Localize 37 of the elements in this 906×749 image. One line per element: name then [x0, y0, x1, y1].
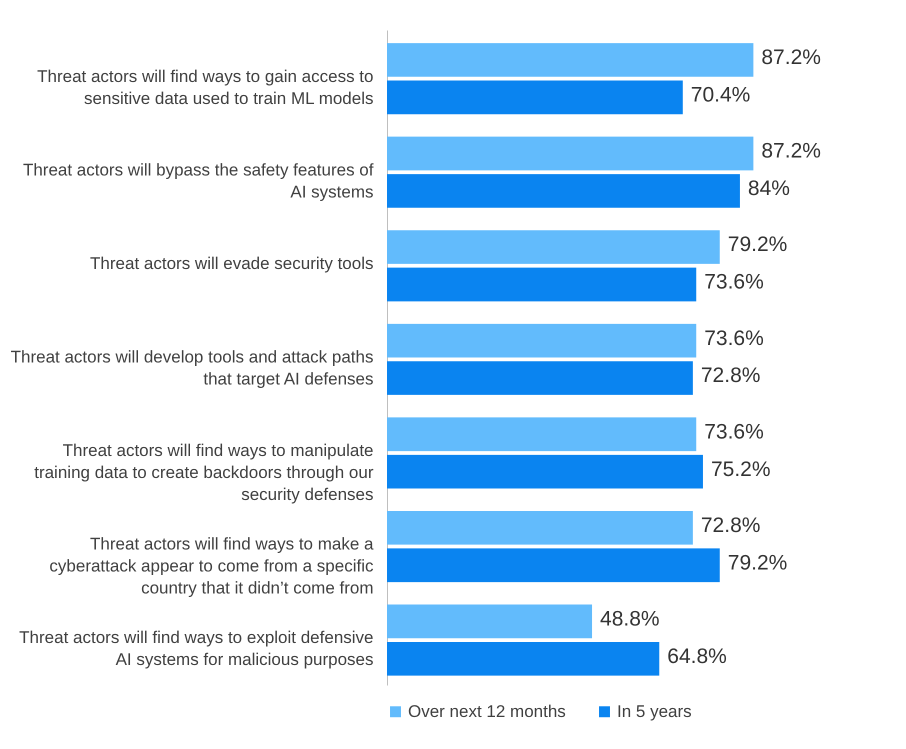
data-label: 70.4%: [690, 84, 750, 106]
y-tick-label: Threat actors will evade security tools: [90, 254, 374, 273]
bar: [387, 361, 693, 395]
y-tick-label: Threat actors will find ways to manipulate training data to create backdoors through our security defenses: [34, 441, 374, 504]
bar: [387, 548, 720, 582]
data-label: 73.6%: [704, 420, 764, 444]
bar: [387, 80, 683, 114]
bar: [387, 417, 696, 452]
data-label: 79.2%: [728, 551, 788, 574]
bar: [387, 454, 703, 488]
data-label: 84%: [748, 177, 790, 200]
data-label: 79.2%: [728, 233, 788, 256]
data-label: 48.8%: [600, 608, 660, 630]
legend-label: Over next 12 months: [408, 702, 566, 721]
bar: [387, 642, 660, 676]
bar: [387, 604, 592, 638]
y-tick-label: Threat actors will find ways to make a cyberattack appear to come from a specific country that it didn’t come from: [49, 534, 374, 598]
legend-label: In 5 years: [617, 702, 692, 721]
data-label: 73.6%: [704, 326, 764, 350]
bar: [387, 230, 720, 264]
data-label: 73.6%: [704, 270, 764, 294]
data-label: 64.8%: [667, 644, 727, 668]
bar: [387, 136, 754, 170]
bar: [387, 510, 693, 545]
data-label: 75.2%: [710, 458, 771, 481]
y-tick-label: Threat actors will bypass the safety features of AI systems: [22, 160, 374, 202]
data-label: 72.8%: [700, 514, 760, 537]
bar: [387, 324, 696, 358]
y-tick-label: Threat actors will find ways to gain access to sensitive data used to train ML models: [37, 66, 374, 108]
y-tick-label: Threat actors will find ways to exploit defensive AI systems for malicious purposes: [19, 628, 374, 670]
y-tick-label: Threat actors will develop tools and attack paths that target AI defenses: [10, 348, 374, 388]
data-label: 72.8%: [700, 364, 760, 388]
bar: [387, 174, 740, 208]
data-label: 87.2%: [761, 46, 821, 70]
data-label: 87.2%: [761, 140, 821, 163]
bar: [387, 268, 696, 302]
bar: [387, 43, 754, 77]
